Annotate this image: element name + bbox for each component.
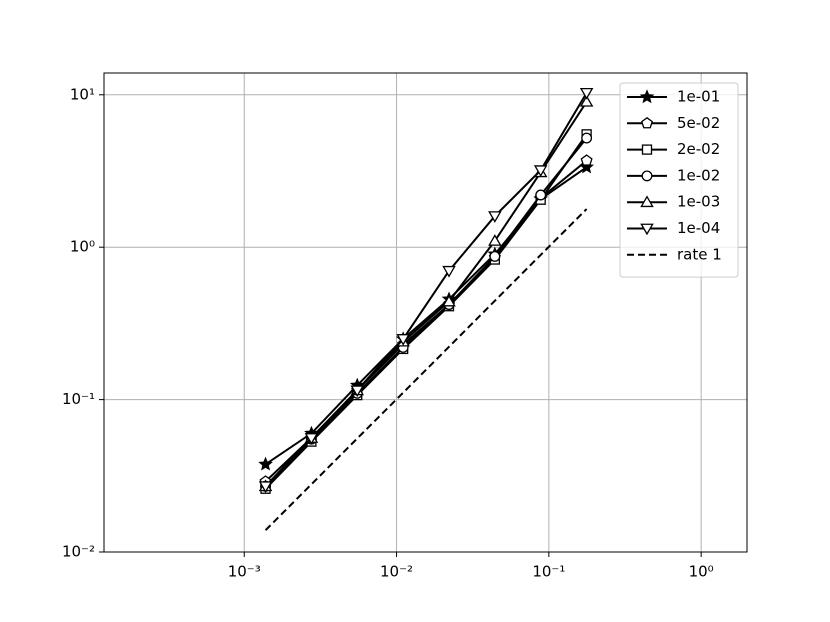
legend-label: 2e-02 <box>677 140 720 158</box>
marker <box>396 334 410 346</box>
legend-label: 1e-03 <box>677 193 720 211</box>
legend: 1e-01 5e-02 2e-02 1e-02 1e-03 1e-04 rate 1 <box>619 82 739 278</box>
legend-label: 1e-01 <box>677 88 720 106</box>
series-line <box>264 208 588 531</box>
marker <box>641 116 653 129</box>
marker <box>442 294 456 307</box>
series-line <box>264 92 588 487</box>
marker <box>488 234 502 246</box>
series-line <box>264 101 588 487</box>
marker <box>639 89 655 104</box>
legend-label: 5e-02 <box>677 114 720 132</box>
y-tick-label: 10⁻¹ <box>62 390 95 408</box>
marker <box>579 87 594 100</box>
marker <box>581 132 593 144</box>
x-tick-label: 10⁻³ <box>228 563 261 581</box>
marker <box>535 189 547 201</box>
marker <box>442 265 456 278</box>
x-tick-label: 10⁻¹ <box>532 563 565 581</box>
marker <box>350 385 364 398</box>
plot-frame <box>103 72 748 553</box>
marker <box>304 433 319 445</box>
x-tick-label: 10⁰ <box>689 563 714 581</box>
series-line <box>264 133 588 490</box>
marker <box>640 195 654 208</box>
y-tick-label: 10¹ <box>70 85 95 103</box>
y-tick-label: 10⁰ <box>70 238 95 256</box>
marker <box>641 144 653 155</box>
legend-label: 1e-02 <box>677 166 720 184</box>
marker <box>579 94 594 107</box>
marker <box>258 481 273 494</box>
marker <box>258 456 273 471</box>
marker <box>580 154 593 166</box>
series-line <box>264 166 588 466</box>
marker <box>488 211 502 223</box>
legend-label: 1e-04 <box>677 219 720 237</box>
marker <box>640 223 654 236</box>
series-line <box>264 137 588 487</box>
legend-label: rate 1 <box>677 245 722 263</box>
marker <box>641 170 653 182</box>
x-tick-label: 10⁻² <box>380 563 413 581</box>
y-tick-label: 10⁻² <box>62 543 95 561</box>
marker <box>533 165 548 178</box>
marker <box>489 250 501 262</box>
